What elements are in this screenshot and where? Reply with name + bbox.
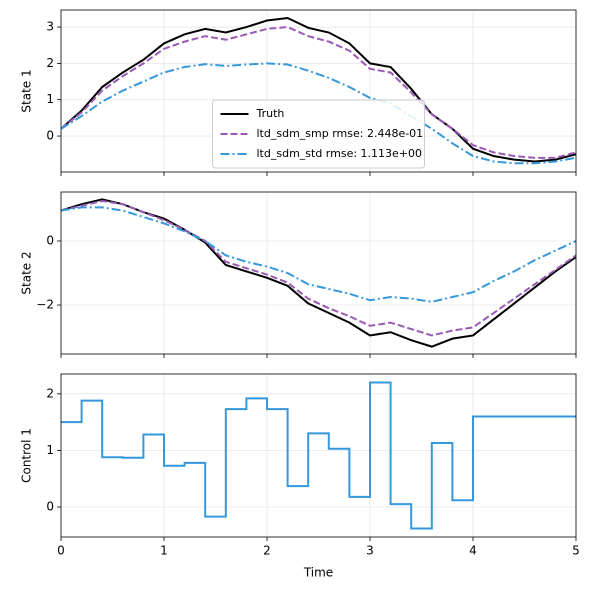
line — [61, 26, 576, 159]
y-axis-label: State 1 — [20, 69, 34, 112]
line — [61, 199, 576, 337]
legend-label: ltd_sdm_std rmse: 1.113e+00 — [257, 147, 423, 160]
y-axis-label: Control 1 — [20, 428, 34, 483]
x-tick-label: 5 — [572, 544, 580, 558]
y-tick-label: 0 — [46, 500, 54, 514]
x-tick-label: 3 — [366, 544, 374, 558]
y-tick-label: 1 — [46, 92, 54, 106]
plot-area — [61, 16, 576, 165]
line — [61, 198, 576, 348]
plot-area — [61, 381, 576, 530]
legend-label: Truth — [256, 107, 285, 120]
x-tick-label: 0 — [57, 544, 65, 558]
y-axis-label: State 2 — [20, 251, 34, 294]
x-tick-label: 1 — [160, 544, 168, 558]
y-tick-label: 2 — [46, 386, 54, 400]
axes-frame — [60, 9, 577, 173]
axes-frame — [60, 373, 577, 538]
axes-frame — [60, 191, 577, 355]
y-tick-label: 3 — [46, 20, 54, 34]
y-tick-label: 0 — [46, 233, 54, 247]
line — [61, 16, 576, 163]
y-tick-label: 0 — [46, 129, 54, 143]
x-tick-label: 2 — [263, 544, 271, 558]
line — [61, 62, 576, 165]
y-tick-label: 2 — [46, 56, 54, 70]
legend-label: ltd_sdm_smp rmse: 2.448e-01 — [257, 127, 424, 140]
legend-box — [212, 99, 425, 169]
x-tick-label: 4 — [469, 544, 477, 558]
plot-area — [61, 198, 576, 348]
line — [61, 206, 576, 303]
y-tick-label: −2 — [36, 298, 54, 312]
x-axis-label: Time — [303, 566, 333, 580]
y-tick-label: 1 — [46, 443, 54, 457]
